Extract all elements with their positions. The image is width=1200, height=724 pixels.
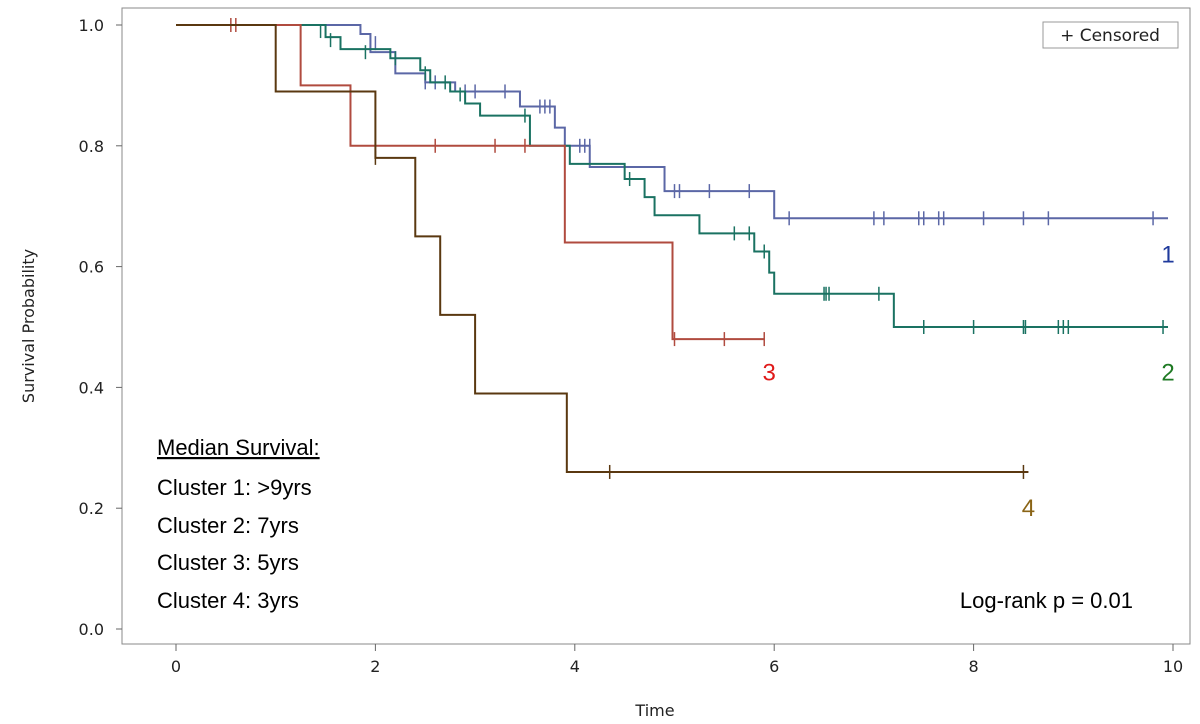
series-1 xyxy=(176,24,1169,226)
x-tick-label: 4 xyxy=(570,657,580,676)
legend: + Censored xyxy=(1042,21,1179,49)
median-cluster-4: Cluster 4: 3yrs xyxy=(157,588,299,613)
series-3 xyxy=(176,18,765,347)
legend-box xyxy=(1042,21,1179,49)
curve-labels: 1 2 3 4 xyxy=(763,242,1175,523)
median-survival-title: Median Survival: xyxy=(157,435,320,460)
median-cluster-2: Cluster 2: 7yrs xyxy=(157,513,299,538)
plot-frame xyxy=(121,7,1191,645)
y-axis: 0.0 0.2 0.4 0.6 0.8 1.0 xyxy=(79,16,122,639)
x-tick-label: 10 xyxy=(1163,657,1183,676)
curve-label-2: 2 xyxy=(1161,359,1174,386)
x-axis: 0 2 4 6 8 10 xyxy=(171,644,1183,676)
survival-curve-3 xyxy=(176,24,765,341)
y-tick-label: 1.0 xyxy=(79,16,104,35)
median-survival-block: Median Survival: Cluster 1: >9yrs Cluste… xyxy=(157,435,320,613)
survival-curve-4 xyxy=(176,24,1029,473)
median-cluster-1: Cluster 1: >9yrs xyxy=(157,475,312,500)
y-tick-label: 0.2 xyxy=(79,499,104,518)
x-axis-label: Time xyxy=(634,701,674,720)
y-tick-label: 0.8 xyxy=(79,137,104,156)
x-tick-label: 0 xyxy=(171,657,181,676)
x-tick-label: 2 xyxy=(370,657,380,676)
x-tick-label: 6 xyxy=(769,657,779,676)
curve-label-3: 3 xyxy=(763,359,776,386)
curve-label-1: 1 xyxy=(1161,242,1174,269)
x-tick-label: 8 xyxy=(969,657,979,676)
legend-censored-label: + Censored xyxy=(1060,26,1160,46)
y-tick-label: 0.6 xyxy=(79,258,104,277)
y-axis-label: Survival Probability xyxy=(19,249,38,403)
y-tick-label: 0.0 xyxy=(79,620,104,639)
series-4 xyxy=(176,24,1029,479)
y-tick-label: 0.4 xyxy=(79,378,104,397)
median-cluster-3: Cluster 3: 5yrs xyxy=(157,550,299,575)
survival-curve-1 xyxy=(176,24,1169,220)
logrank-annotation: Log-rank p = 0.01 xyxy=(960,588,1133,613)
curve-label-4: 4 xyxy=(1022,495,1035,522)
series-layer xyxy=(176,18,1169,479)
